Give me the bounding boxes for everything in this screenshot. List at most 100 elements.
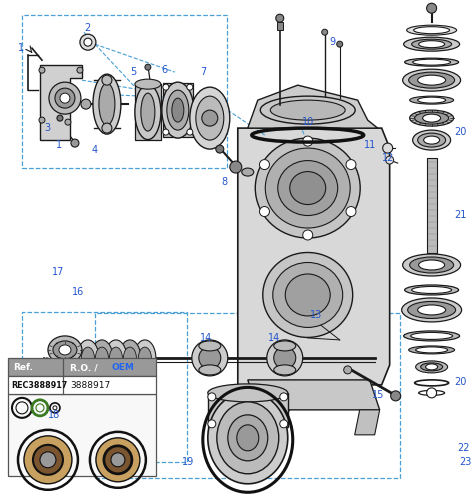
Ellipse shape <box>418 305 446 315</box>
Polygon shape <box>248 85 378 128</box>
Text: 3888917: 3888917 <box>70 381 110 390</box>
Circle shape <box>391 391 401 401</box>
Ellipse shape <box>418 75 446 85</box>
Text: 14: 14 <box>268 333 280 343</box>
Ellipse shape <box>134 340 156 376</box>
Ellipse shape <box>93 74 121 134</box>
Circle shape <box>49 82 81 114</box>
Text: 14: 14 <box>200 333 212 343</box>
Ellipse shape <box>167 90 189 130</box>
Text: 10: 10 <box>302 117 314 127</box>
Ellipse shape <box>208 384 288 402</box>
Ellipse shape <box>402 254 461 276</box>
Circle shape <box>216 145 224 153</box>
Ellipse shape <box>415 112 448 124</box>
Ellipse shape <box>418 97 446 103</box>
Ellipse shape <box>278 161 337 216</box>
Circle shape <box>81 99 91 109</box>
Circle shape <box>163 129 169 135</box>
Circle shape <box>280 393 288 401</box>
Ellipse shape <box>255 138 360 238</box>
Circle shape <box>71 139 79 147</box>
Text: 6: 6 <box>162 65 168 75</box>
Ellipse shape <box>418 133 446 147</box>
Ellipse shape <box>217 402 279 474</box>
Text: 20: 20 <box>455 377 467 387</box>
Circle shape <box>187 84 193 90</box>
Ellipse shape <box>405 285 459 295</box>
Bar <box>277 22 283 30</box>
Circle shape <box>280 420 288 428</box>
Text: 16: 16 <box>72 287 84 297</box>
Ellipse shape <box>409 346 455 354</box>
Circle shape <box>192 340 228 376</box>
Ellipse shape <box>411 286 452 293</box>
Circle shape <box>43 358 51 366</box>
Bar <box>208 393 288 427</box>
Ellipse shape <box>237 425 259 451</box>
Bar <box>8 394 156 476</box>
Circle shape <box>60 93 70 103</box>
Ellipse shape <box>410 332 453 339</box>
Circle shape <box>427 388 437 398</box>
Circle shape <box>346 160 356 169</box>
Text: 20: 20 <box>455 127 467 137</box>
Ellipse shape <box>419 41 445 48</box>
Text: 18: 18 <box>48 410 60 420</box>
Circle shape <box>84 38 92 46</box>
Bar <box>427 158 437 253</box>
Ellipse shape <box>48 336 82 364</box>
Ellipse shape <box>135 79 161 89</box>
Ellipse shape <box>228 415 268 461</box>
Text: 22: 22 <box>457 443 470 453</box>
Ellipse shape <box>413 59 451 65</box>
Circle shape <box>55 88 75 108</box>
Ellipse shape <box>242 168 254 176</box>
Circle shape <box>303 136 313 146</box>
Ellipse shape <box>172 98 184 122</box>
Ellipse shape <box>77 340 99 376</box>
Circle shape <box>230 161 242 173</box>
Circle shape <box>187 129 193 135</box>
Bar <box>22 15 227 168</box>
Ellipse shape <box>290 171 326 205</box>
Text: 13: 13 <box>310 310 322 320</box>
Circle shape <box>40 452 56 468</box>
Text: 12: 12 <box>382 153 394 163</box>
Text: 1: 1 <box>18 43 24 53</box>
Text: OEM: OEM <box>112 363 135 372</box>
Ellipse shape <box>199 365 221 375</box>
Ellipse shape <box>423 114 441 122</box>
Ellipse shape <box>105 340 127 376</box>
Circle shape <box>77 67 83 73</box>
Ellipse shape <box>123 347 137 369</box>
Text: 4: 4 <box>92 145 98 155</box>
Circle shape <box>259 160 269 169</box>
Ellipse shape <box>414 27 450 34</box>
Circle shape <box>199 347 221 369</box>
Ellipse shape <box>409 72 455 88</box>
Text: Ref.: Ref. <box>13 363 33 372</box>
Ellipse shape <box>419 260 445 270</box>
Circle shape <box>104 446 132 474</box>
Circle shape <box>145 64 151 70</box>
Ellipse shape <box>410 110 454 126</box>
Text: 23: 23 <box>460 457 472 467</box>
Circle shape <box>259 207 269 217</box>
Text: 8: 8 <box>222 177 228 187</box>
Bar <box>163 83 193 137</box>
Text: 19: 19 <box>182 457 194 467</box>
Circle shape <box>303 230 313 240</box>
Polygon shape <box>248 410 290 440</box>
Circle shape <box>80 34 96 50</box>
Circle shape <box>208 420 216 428</box>
Ellipse shape <box>273 262 343 328</box>
Polygon shape <box>40 65 82 140</box>
Ellipse shape <box>424 136 439 144</box>
Ellipse shape <box>270 100 345 120</box>
Ellipse shape <box>411 39 452 49</box>
Circle shape <box>33 445 63 475</box>
Circle shape <box>163 84 169 90</box>
Ellipse shape <box>91 340 113 376</box>
Circle shape <box>276 14 284 22</box>
